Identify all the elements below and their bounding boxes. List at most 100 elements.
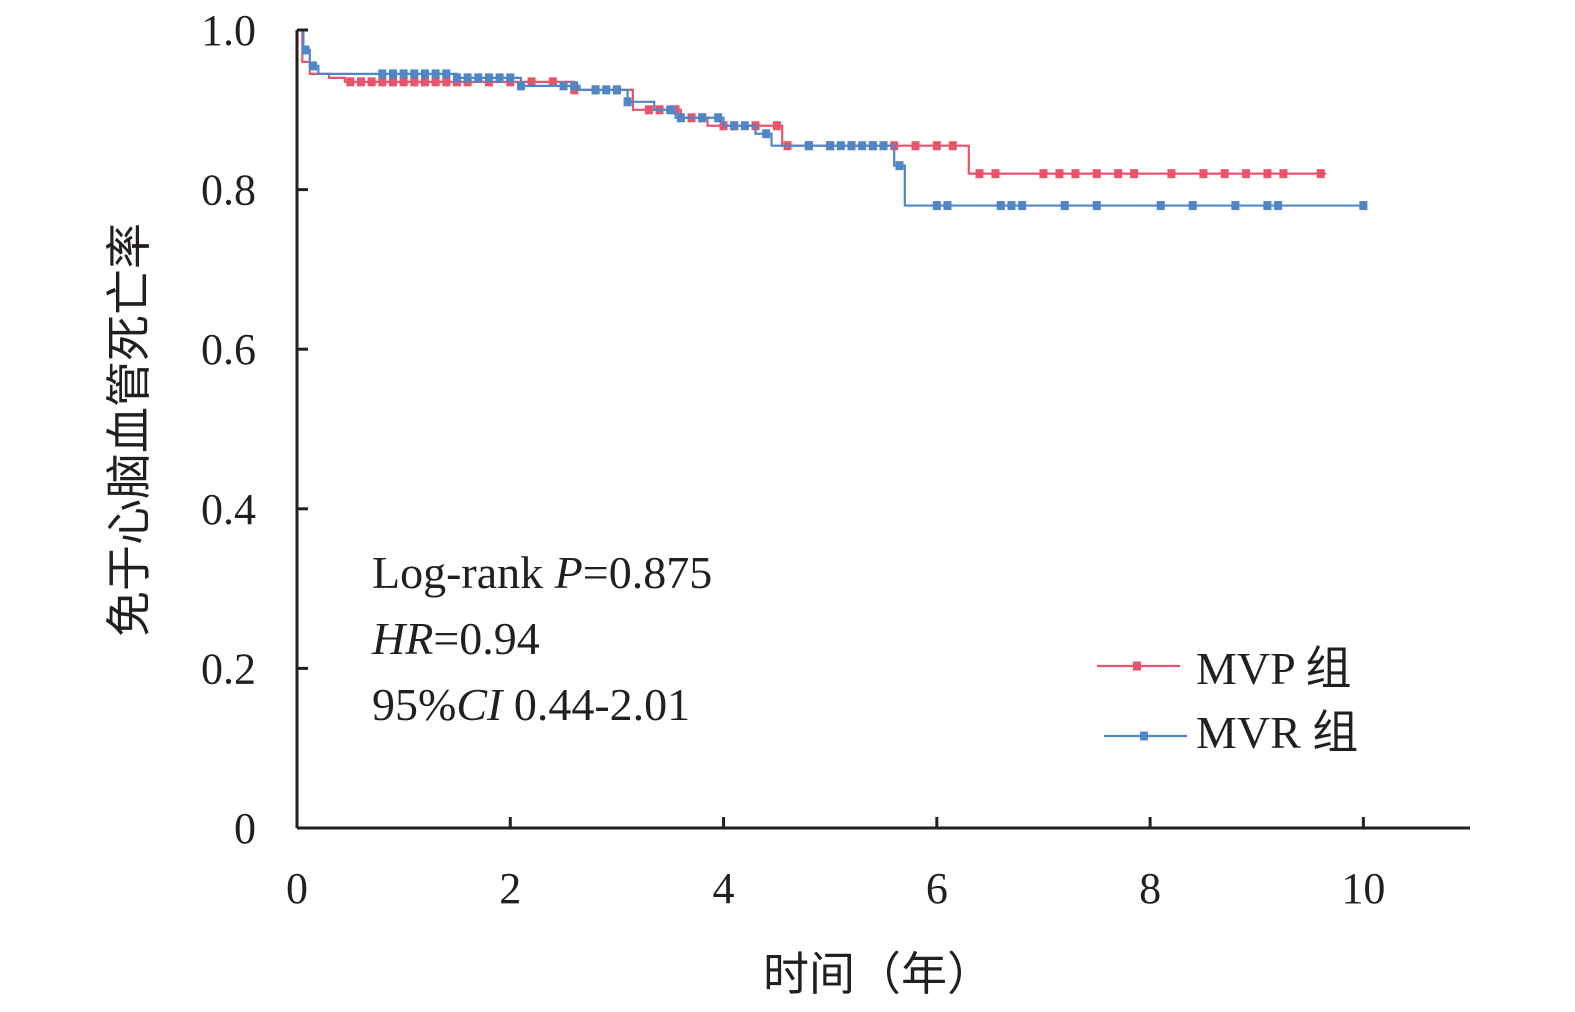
mvr-censor-mark (740, 121, 749, 131)
mvr-censor-mark (895, 161, 904, 171)
mvp-censor-mark (356, 77, 365, 87)
mvr-censor-mark (1007, 201, 1016, 211)
mvp-censor-mark (948, 141, 957, 151)
mvp-censor-mark (644, 105, 653, 115)
mvp-censor-mark (1167, 169, 1176, 179)
legend: MVP 组 MVR 组 (1097, 643, 1358, 758)
mvp-censor-mark (399, 77, 408, 87)
mvp-censor-mark (527, 77, 536, 87)
annotation-text: =0.875 (583, 547, 712, 598)
mvr-censor-mark (452, 73, 461, 83)
mvr-censor-mark (1188, 201, 1197, 211)
mvp-censor-mark (420, 77, 429, 87)
mvr-censor-mark (570, 81, 579, 91)
mvp-censor-mark (772, 121, 781, 131)
mvp-censor-mark (1279, 169, 1288, 179)
x-tick-label: 4 (713, 864, 735, 913)
mvr-censor-mark (559, 81, 568, 91)
mvr-censor-mark (932, 201, 941, 211)
mvp-censor-mark (548, 77, 557, 87)
mvr-censor-mark (308, 61, 317, 71)
mvr-censor-mark (612, 85, 621, 95)
mvr-censor-mark (1231, 201, 1240, 211)
mvp-legend-marker (1133, 661, 1141, 671)
annotation-text: P (554, 547, 583, 598)
mvr-censor-mark (388, 69, 397, 79)
mvp-censor-mark (346, 77, 355, 87)
mvr-censor-mark (410, 69, 419, 79)
x-tick-label: 10 (1341, 864, 1385, 913)
x-axis-title: 时间（年） (763, 947, 993, 1001)
mvp-survival-curve (297, 28, 1327, 175)
mvp-censor-mark (1092, 169, 1101, 179)
mvp-censor-mark (1055, 169, 1064, 179)
mvp-censor-mark (442, 77, 451, 87)
mvp-censor-mark (1242, 169, 1251, 179)
mvr-censor-mark (836, 141, 845, 151)
mvr-censor-mark (1018, 201, 1027, 211)
mvr-censor-mark (591, 85, 600, 95)
mvr-censor-mark (730, 121, 739, 131)
annotation-text: HR (371, 613, 433, 664)
mvr-censor-mark (442, 69, 451, 79)
mvr-censor-mark (463, 73, 472, 83)
x-tick-label: 6 (926, 864, 948, 913)
mvr-censor-mark (826, 141, 835, 151)
mvr-censor-mark (399, 69, 408, 79)
y-tick-label: 0.4 (201, 485, 256, 534)
mvr-censor-mark (943, 201, 952, 211)
annotation-line: Log-rank P=0.875 (372, 547, 712, 598)
annotation-text: 95% (372, 679, 456, 730)
mvr-censor-mark (516, 81, 525, 91)
mvr-censor-mark (623, 97, 632, 107)
mvp-censor-mark (1263, 169, 1272, 179)
mvr-censor-mark (420, 69, 429, 79)
y-axis-title: 免于心脑血管死亡率 (102, 223, 156, 637)
mvp-censor-mark (1199, 169, 1208, 179)
mvp-censor-mark (378, 77, 387, 87)
mvr-censor-mark (676, 113, 685, 123)
mvr-censor-mark (1092, 201, 1101, 211)
plot-area (297, 28, 1368, 211)
mvp-censor-mark (932, 141, 941, 151)
mvp-censor-mark (388, 77, 397, 87)
annotation-line: 95%CI 0.44-2.01 (372, 679, 690, 730)
y-tick-label: 0 (234, 804, 256, 853)
mvr-censor-mark (666, 105, 675, 115)
mvp-censor-mark (1039, 169, 1048, 179)
mvp-censor-mark (410, 77, 419, 87)
mvr-censor-mark (484, 73, 493, 83)
y-tick-label: 0.2 (201, 644, 256, 693)
mvp-censor-mark (975, 169, 984, 179)
mvr-censor-mark (714, 113, 723, 123)
mvp-censor-mark (1316, 169, 1325, 179)
mvr-censor-mark (506, 73, 515, 83)
mvp-censor-mark (911, 141, 920, 151)
annotation-text: CI (456, 679, 505, 730)
mvr-censor-mark (762, 129, 771, 139)
mvp-censor-mark (367, 77, 376, 87)
mvp-censor-mark (431, 77, 440, 87)
x-tick-label: 8 (1139, 864, 1161, 913)
mvr-censor-mark (301, 45, 310, 55)
mvr-censor-mark (1156, 201, 1165, 211)
mvp-censor-mark (1114, 169, 1123, 179)
stats-annotation: Log-rank P=0.875 HR=0.94 95%CI 0.44-2.01 (371, 547, 712, 730)
mvr-censor-mark (996, 201, 1005, 211)
annotation-line: HR=0.94 (371, 613, 540, 664)
mvr-censor-mark (1263, 201, 1272, 211)
mvr-censor-mark (602, 85, 611, 95)
mvr-legend-marker (1140, 731, 1148, 741)
mvr-censor-mark (804, 141, 813, 151)
mvp-censor-mark (1220, 169, 1229, 179)
mvr-censor-mark (474, 73, 483, 83)
mvr-censor-mark (879, 141, 888, 151)
mvp-censor-mark (1130, 169, 1139, 179)
annotation-text: =0.94 (433, 613, 539, 664)
mvr-censor-mark (868, 141, 877, 151)
mvp-legend-label: MVP 组 (1196, 643, 1352, 694)
annotation-text: Log-rank (372, 547, 555, 598)
y-tick-label: 0.6 (201, 325, 256, 374)
x-tick-label: 2 (499, 864, 521, 913)
